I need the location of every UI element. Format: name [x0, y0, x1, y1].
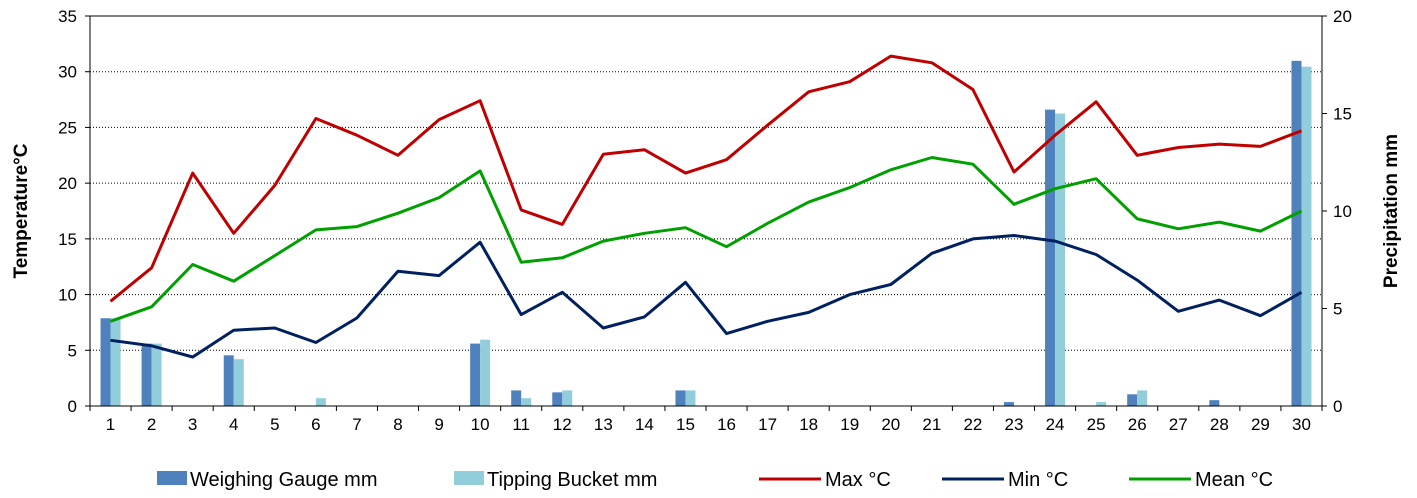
bar — [552, 392, 563, 406]
x-tick-label: 18 — [799, 415, 818, 434]
x-tick-label: 4 — [229, 415, 238, 434]
bar — [1137, 390, 1148, 406]
x-tick-label: 23 — [1005, 415, 1024, 434]
x-tick-label: 26 — [1128, 415, 1147, 434]
right-tick-label: 20 — [1333, 7, 1352, 26]
x-tick-label: 11 — [512, 415, 530, 434]
x-tick-label: 29 — [1251, 415, 1270, 434]
series-line — [110, 234, 1303, 359]
bar — [1301, 66, 1312, 406]
bar — [223, 355, 234, 406]
right-axis-ticks: 0 5 10 15 20 — [1322, 7, 1352, 416]
left-tick-label: 20 — [58, 174, 77, 193]
bar — [141, 343, 152, 406]
x-tick-label: 5 — [270, 415, 279, 434]
bar — [480, 339, 491, 406]
left-tick-label: 25 — [58, 118, 77, 137]
bar — [562, 390, 573, 406]
legend-item: Max °C — [759, 469, 891, 491]
right-tick-label: 5 — [1333, 300, 1342, 319]
x-tick-label: 24 — [1046, 415, 1065, 434]
bar — [1004, 402, 1014, 406]
legend-item: Mean °C — [1129, 469, 1273, 491]
bar — [1055, 113, 1066, 406]
bar — [675, 390, 686, 406]
right-tick-label: 10 — [1333, 202, 1352, 221]
bar — [151, 343, 162, 406]
left-tick-label: 35 — [58, 7, 77, 26]
x-tick-label: 28 — [1210, 415, 1229, 434]
x-tick-label: 17 — [758, 415, 777, 434]
bar — [315, 398, 326, 406]
right-axis-title: Precipitation mm — [1381, 134, 1402, 288]
bar — [521, 398, 532, 406]
right-tick-label: 15 — [1333, 105, 1352, 124]
x-tick-label: 19 — [840, 415, 859, 434]
x-tick-label: 22 — [963, 415, 982, 434]
x-tick-label: 14 — [635, 415, 654, 434]
x-axis-ticks: 1 2 3 4 5 6 7 8 9 10 11 12 13 14 15 16 17 18 19 20 21 22 23 24 2… — [89, 406, 1323, 434]
left-tick-label: 5 — [68, 341, 77, 360]
bar — [470, 343, 481, 406]
bar — [110, 318, 121, 406]
legend-item: Tipping Bucket mm — [454, 469, 657, 491]
bar — [1045, 109, 1056, 406]
right-tick-label: 0 — [1333, 397, 1342, 416]
x-tick-label: 10 — [471, 415, 490, 434]
series-line — [110, 156, 1303, 323]
x-tick-label: 20 — [881, 415, 900, 434]
x-tick-label: 2 — [147, 415, 156, 434]
legend: Weighing Gauge mm Tipping Bucket mm Max °C… — [157, 469, 1273, 491]
x-tick-label: 21 — [922, 415, 941, 434]
bar — [1209, 400, 1220, 406]
legend-swatch — [157, 471, 187, 485]
x-tick-label: 3 — [188, 415, 197, 434]
bar — [1127, 394, 1138, 406]
left-tick-label: 15 — [58, 230, 77, 249]
plot-border — [89, 15, 1323, 407]
x-tick-label: 30 — [1292, 415, 1311, 434]
bar — [100, 318, 111, 406]
series-line — [109, 54, 1303, 303]
x-tick-label: 12 — [553, 415, 572, 434]
precipitation-bars — [100, 60, 1312, 406]
bar — [233, 359, 244, 406]
bar — [1291, 60, 1302, 406]
left-tick-label: 0 — [68, 397, 77, 416]
legend-label: Tipping Bucket mm — [487, 469, 657, 491]
x-tick-label: 7 — [352, 415, 361, 434]
legend-label: Mean °C — [1195, 469, 1273, 491]
x-tick-label: 25 — [1087, 415, 1106, 434]
legend-label: Min °C — [1008, 469, 1068, 491]
x-tick-label: 13 — [594, 415, 613, 434]
legend-item: Min °C — [942, 469, 1068, 491]
temperature-lines — [109, 54, 1303, 359]
x-tick-label: 6 — [311, 415, 320, 434]
plot-frame — [89, 15, 1323, 407]
legend-swatch — [454, 471, 484, 485]
bar — [511, 390, 522, 406]
x-tick-label: 27 — [1169, 415, 1188, 434]
bar — [1096, 402, 1107, 406]
x-tick-label: 1 — [106, 415, 115, 434]
left-axis-title: Temperature°C — [11, 143, 32, 278]
legend-label: Weighing Gauge mm — [190, 469, 378, 491]
x-tick-label: 16 — [717, 415, 736, 434]
x-tick-label: 9 — [434, 415, 443, 434]
left-axis-ticks: 0 5 10 15 20 25 30 35 — [58, 7, 90, 416]
left-tick-label: 10 — [58, 286, 77, 305]
bar — [685, 390, 696, 406]
left-tick-label: 30 — [58, 63, 77, 82]
x-tick-label: 8 — [393, 415, 402, 434]
legend-label: Max °C — [825, 469, 891, 491]
legend-item: Weighing Gauge mm — [157, 469, 378, 491]
x-tick-label: 15 — [676, 415, 695, 434]
